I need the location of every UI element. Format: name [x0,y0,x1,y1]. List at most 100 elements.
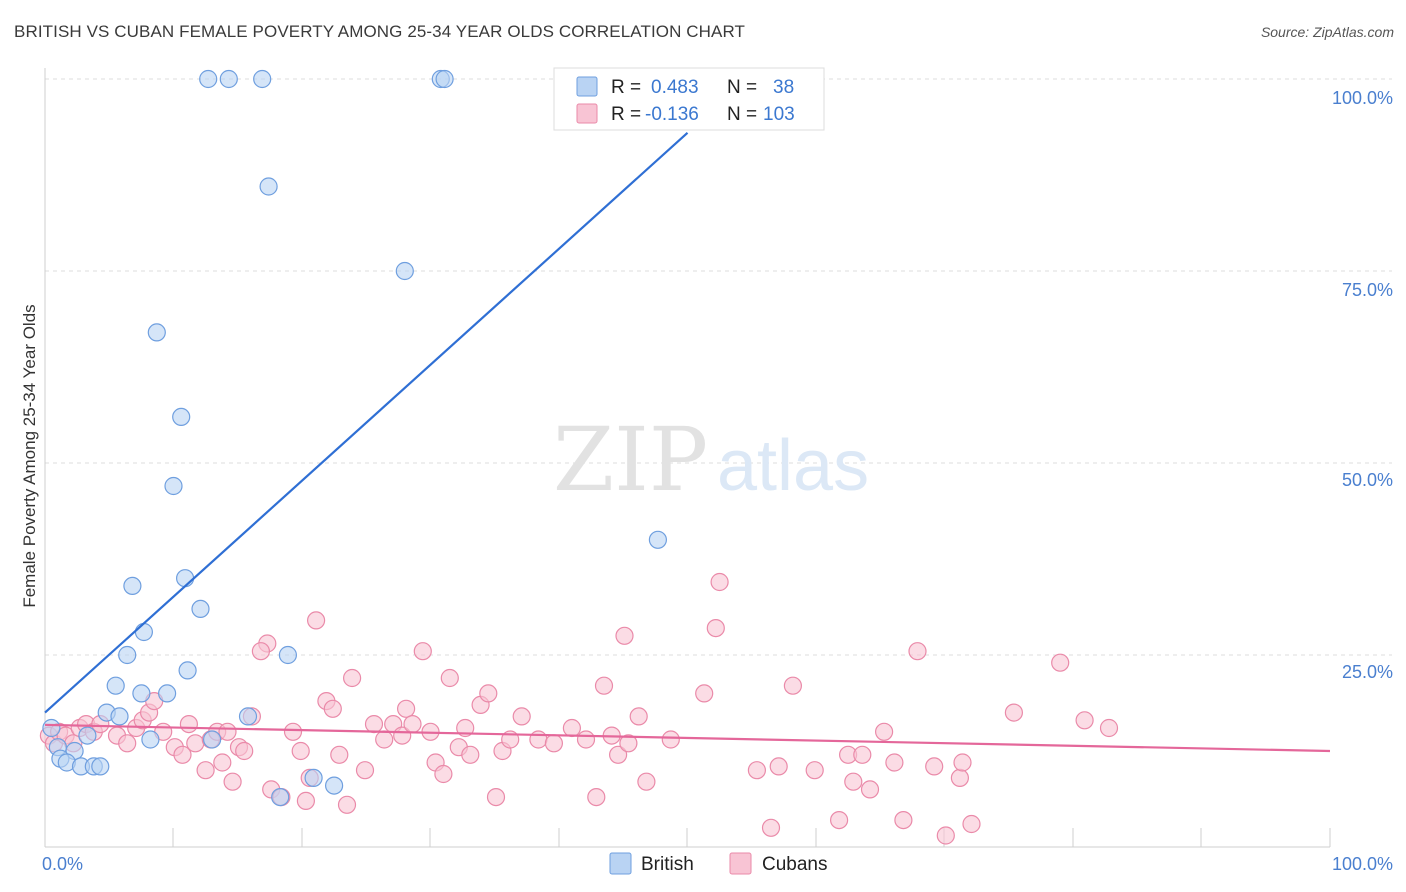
british-trend-line [44,131,689,714]
british-point-35 [304,768,323,788]
cubans-point-77 [695,684,714,703]
cubans-point-54 [440,668,459,688]
cubans-point-79 [710,572,729,592]
cubans-point-65 [544,734,564,753]
cubans-point-18 [179,714,198,734]
watermark-atlas: atlas [717,426,869,506]
british-point-34 [91,757,110,776]
cubans-point-63 [512,707,531,726]
bottom-legend-british-swatch [609,852,632,875]
cubans-point-60 [486,787,506,807]
british-point-0 [199,69,218,89]
cubans-point-42 [343,668,362,688]
cubans-point-91 [885,753,904,772]
british-point-11 [123,576,142,596]
cubans-point-71 [608,745,628,764]
british-point-27 [42,718,61,738]
cubans-point-102 [1099,718,1119,738]
cubans-point-92 [894,810,913,830]
british-point-9 [164,476,183,496]
cubans-point-37 [307,611,326,630]
grid [45,78,1392,656]
cubans-point-24 [218,722,237,741]
british-points [42,69,668,807]
cubans-point-57 [461,745,480,764]
cubans-point-35 [296,791,315,811]
legend-british-swatch [576,76,598,97]
cubans-point-27 [235,741,254,761]
cubans-trend-line [44,723,1331,753]
cubans-point-74 [629,707,648,726]
chart-source: Source: ZipAtlas.com [1260,24,1394,40]
cubans-point-19 [186,734,205,753]
cubans-point-49 [403,714,422,734]
cubans-point-81 [761,818,781,837]
legend-british-r-value: 0.483 [651,77,699,98]
cubans-point-82 [769,757,788,776]
cubans-point-10 [118,734,137,753]
british-point-14 [134,622,153,642]
cubans-point-43 [355,761,375,780]
british-point-7 [147,323,166,342]
cubans-point-40 [330,745,349,764]
cubans-point-88 [853,745,872,764]
british-point-22 [110,707,129,726]
x-axis-ticks [172,828,1331,847]
legend-british-n-value: 38 [773,77,794,98]
cubans-point-98 [962,814,981,834]
cubans-point-84 [805,761,824,780]
british-point-6 [395,261,414,281]
x-tick-label-0: 0.0% [42,854,83,874]
watermark-zip: ZIP [553,408,708,511]
bottom-legend-cubans-label: Cubans [762,854,828,875]
cubans-point-68 [587,787,606,807]
legend-cubans-swatch [576,103,598,124]
cubans-point-25 [223,772,242,791]
cubans-point-80 [747,761,767,780]
cubans-point-48 [397,699,416,718]
british-point-4 [435,69,454,89]
cubans-point-67 [576,730,596,749]
cubans-point-17 [173,745,192,764]
cubans-point-73 [619,734,638,753]
cubans-point-23 [213,753,232,772]
british-point-37 [271,787,290,807]
cubans-point-87 [844,772,863,791]
cubans-point-75 [637,772,656,791]
cubans-point-94 [925,757,944,776]
british-point-13 [191,599,210,619]
british-point-15 [118,645,137,665]
british-point-24 [141,730,160,749]
legend-cubans-r-value: -0.136 [645,104,699,125]
cubans-point-96 [950,768,970,788]
cubans-point-53 [434,764,453,784]
cubans-point-39 [323,699,342,718]
british-point-1 [219,69,238,89]
series-legend: British Cubans [609,852,828,875]
cubans-point-100 [1051,653,1070,672]
y-tick-label-50: 50.0% [1342,470,1393,490]
cubans-point-59 [479,684,498,703]
cubans-point-85 [829,810,849,830]
bottom-legend-british-label: British [641,854,694,875]
british-point-8 [172,407,191,426]
british-point-18 [106,676,125,695]
british-point-5 [259,177,278,196]
legend-british-r-label: R = [611,77,641,98]
cubans-point-66 [562,718,582,738]
cubans-point-90 [874,722,894,741]
british-point-19 [132,684,151,703]
x-tick-label-100: 100.0% [1332,854,1393,874]
british-point-36 [325,776,344,795]
cubans-point-97 [953,753,972,772]
british-point-16 [278,645,297,665]
cubans-point-93 [908,642,927,661]
legend-cubans-r-label: R = [611,104,641,125]
cubans-point-64 [529,730,548,749]
british-point-10 [648,530,668,549]
british-point-2 [253,69,272,89]
cubans-point-41 [337,795,357,814]
correlation-legend: R = 0.483 N = 38 R = -0.136 N = 103 [553,67,825,131]
cubans-point-69 [594,676,614,695]
cubans-point-44 [364,714,384,734]
